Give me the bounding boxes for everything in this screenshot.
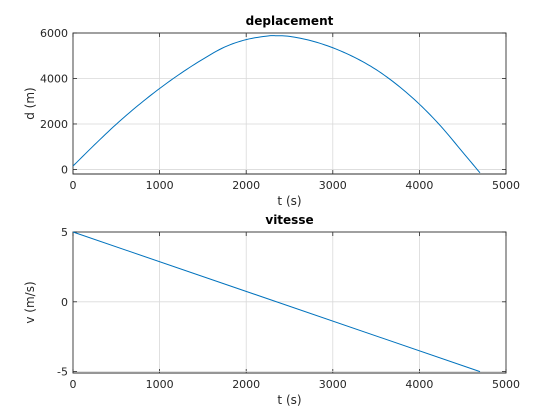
velocity-plot-area <box>72 231 507 374</box>
displacement-plot-area <box>72 32 507 175</box>
velocity-x-tick-label: 3000 <box>319 378 347 391</box>
velocity-y-tick-label: 0 <box>61 296 68 309</box>
velocity-x-tick-label: 1000 <box>146 378 174 391</box>
displacement-y-tick-label: 4000 <box>40 72 68 85</box>
velocity-x-axis-label: t (s) <box>277 393 301 407</box>
displacement-x-tick-label: 1000 <box>146 179 174 192</box>
velocity-series-line <box>72 231 481 373</box>
velocity-x-tick-label: 2000 <box>232 378 260 391</box>
velocity-x-tick-label: 4000 <box>405 378 433 391</box>
velocity-x-tick-label: 5000 <box>492 378 520 391</box>
displacement-chart: 0 1000 2000 3000 4000 5000 0 2000 4000 6000 deplac… <box>23 14 520 208</box>
displacement-chart-title: deplacement <box>246 14 334 28</box>
displacement-x-axis-label: t (s) <box>277 194 301 208</box>
displacement-x-tick-label: 3000 <box>319 179 347 192</box>
velocity-x-tick-label: 0 <box>70 378 77 391</box>
displacement-x-tick-label: 2000 <box>232 179 260 192</box>
displacement-series-line <box>72 35 481 174</box>
displacement-x-tick-label: 0 <box>70 179 77 192</box>
displacement-y-tick-label: 2000 <box>40 118 68 131</box>
velocity-chart-title: vitesse <box>265 213 313 227</box>
displacement-axis-frame <box>72 32 507 175</box>
displacement-x-tick-label: 5000 <box>492 179 520 192</box>
displacement-y-axis-label: d (m) <box>23 87 37 119</box>
velocity-y-tick-label: -5 <box>57 366 68 379</box>
displacement-y-tick-label: 0 <box>61 163 68 176</box>
displacement-x-tick-label: 4000 <box>405 179 433 192</box>
velocity-y-axis-label: v (m/s) <box>23 281 37 323</box>
velocity-axis-frame <box>72 231 507 374</box>
velocity-y-tick-label: 5 <box>61 226 68 239</box>
displacement-y-tick-label: 6000 <box>40 27 68 40</box>
